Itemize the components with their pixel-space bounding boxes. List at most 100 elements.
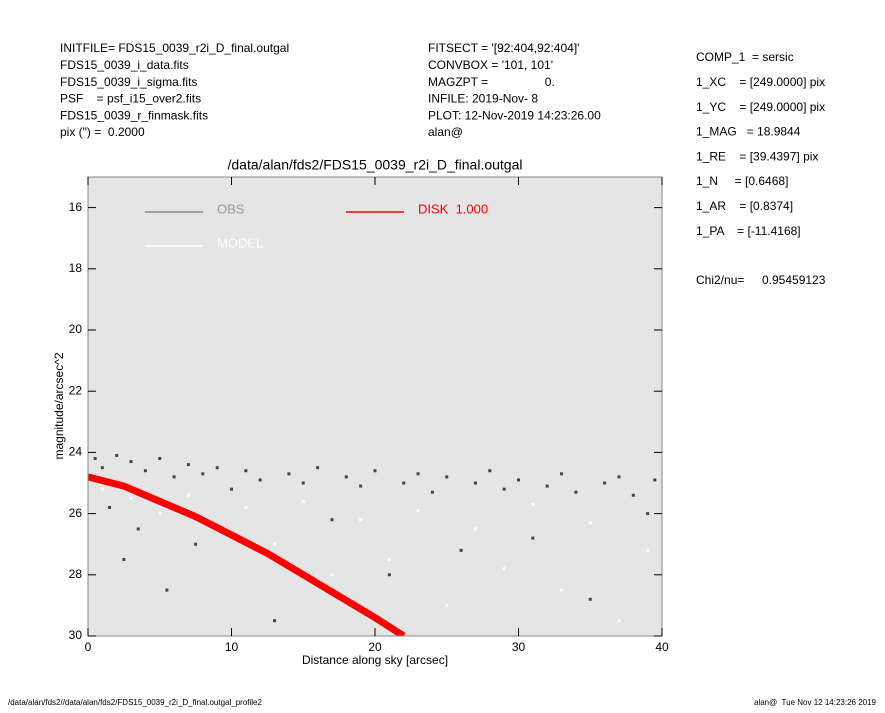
data-point [416,509,420,513]
chi2-value: 0.95459123 [762,273,826,287]
data-point [258,478,262,482]
data-point [172,475,176,479]
legend-label: MODEL [217,235,263,250]
data-point [402,481,406,485]
data-point [545,484,549,488]
footer-right: alan@ Tue Nov 12 14:23:26 2019 [754,698,877,707]
data-point [359,518,363,522]
legend-label: DISK 1.000 [418,201,488,216]
parameter-line: 1_XC = [249.0000] pix [696,75,825,89]
data-point [244,505,248,509]
data-point [287,472,291,476]
header-middle-line: MAGZPT = 0. [428,75,555,89]
data-point [560,588,564,592]
data-point [588,597,592,601]
data-point [129,496,133,500]
data-point [108,505,112,509]
y-tick-label: 28 [69,567,83,581]
header-left-line: pix (") = 0.2000 [60,125,145,139]
data-point [122,558,126,561]
data-point [445,475,449,479]
data-point [603,481,607,485]
header-middle-line: alan@ [428,125,463,139]
data-point [574,490,578,494]
data-point [359,484,363,488]
data-point [100,466,104,470]
header-left-line: FDS15_0039_i_sigma.fits [60,75,197,89]
parameter-line: 1_MAG = 18.9844 [696,125,801,139]
y-tick-label: 18 [69,261,83,275]
x-axis-label: Distance along sky [arcsec] [302,653,448,667]
plot-area [88,177,662,636]
y-tick-label: 30 [69,628,83,642]
data-point [316,466,320,470]
header-middle-line: FITSECT = '[92:404,92:404]' [428,41,579,55]
x-tick-label: 30 [512,640,526,654]
data-point [517,478,520,482]
data-point [502,567,506,571]
chart-title: /data/alan/fds2/FDS15_0039_r2i_D_final.o… [228,157,523,173]
y-tick-label: 22 [69,383,83,397]
x-tick-label: 0 [85,640,92,654]
data-point [301,499,305,503]
disk-profile [88,473,406,636]
data-point [186,493,190,497]
data-point [165,588,169,592]
data-point [373,469,377,473]
data-point [445,603,449,607]
header-middle-line: PLOT: 12-Nov-2019 14:23:26.00 [428,108,601,122]
data-point [301,481,305,485]
legend-label: OBS [217,201,245,216]
parameter-line: 1_PA = [-11.4168] [696,224,801,238]
data-point [473,481,477,485]
data-point [631,493,635,497]
footer-left: /data/alan/fds2//data/alan/fds2/FDS15_00… [8,698,263,707]
data-point [230,487,233,491]
chi2-label: Chi2/nu= [696,273,744,287]
data-point [115,453,119,457]
data-point [215,466,219,470]
header-left-line: INITFILE= FDS15_0039_r2i_D_final.outgal [60,41,289,55]
data-point [387,573,391,577]
data-point [646,548,650,552]
data-point [136,527,140,531]
header-left-line: PSF = psf_i15_over2.fits [60,92,201,106]
data-point [158,512,162,516]
x-tick-label: 20 [368,640,382,654]
data-point [330,573,334,577]
parameter-line: 1_AR = [0.8374] [696,199,793,213]
data-point [273,542,277,546]
data-point [560,472,564,476]
x-tick-label: 40 [655,640,669,654]
data-point [617,619,621,623]
data-point [502,487,506,491]
y-tick-label: 20 [69,322,83,336]
header-middle-line: INFILE: 2019-Nov- 8 [428,92,538,106]
data-point [93,457,97,461]
header-left-line: FDS15_0039_i_data.fits [60,58,189,72]
header-middle-line: CONVBOX = '101, 101' [428,58,553,72]
x-tick-label: 10 [225,640,239,654]
data-point [653,478,657,482]
data-point [473,527,477,531]
data-point [646,512,650,516]
y-tick-label: 26 [69,506,83,520]
data-point [158,457,162,461]
y-tick-label: 16 [69,200,83,214]
data-point [430,490,434,494]
data-point [488,469,492,473]
data-point [617,475,621,479]
header-left-line: FDS15_0039_r_finmask.fits [60,108,208,122]
data-point [387,558,391,561]
data-point [244,469,248,473]
data-point [344,475,348,479]
data-point [143,469,147,473]
y-tick-label: 24 [69,445,83,459]
data-point [186,463,190,467]
data-point [588,521,592,525]
data-point [194,542,198,546]
data-point [330,518,334,522]
data-point [100,487,104,491]
parameter-line: 1_YC = [249.0000] pix [696,100,825,114]
